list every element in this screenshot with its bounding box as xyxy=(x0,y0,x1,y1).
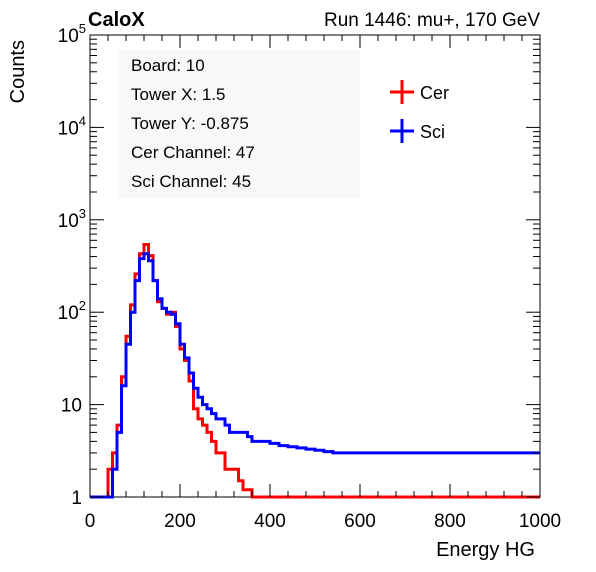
y-tick-label: 103 xyxy=(58,206,86,232)
y-axis-label: Counts xyxy=(7,40,29,103)
x-tick-label: 200 xyxy=(164,511,196,532)
x-tick-label: 600 xyxy=(344,511,376,532)
run-label: Run 1446: mu+, 170 GeV xyxy=(324,10,540,31)
legend: Cer Sci xyxy=(390,80,449,143)
info-line-tower-y: Tower Y: -0.875 xyxy=(131,114,249,133)
legend-cer-label: Cer xyxy=(420,83,449,103)
y-tick-label: 10 xyxy=(61,396,82,417)
info-line-cer-channel: Cer Channel: 47 xyxy=(131,143,255,162)
x-tick-label: 1000 xyxy=(519,511,561,532)
x-tick-label: 800 xyxy=(434,511,466,532)
x-tick-label: 400 xyxy=(254,511,286,532)
legend-sci-label: Sci xyxy=(420,122,445,142)
series-layer xyxy=(90,243,540,499)
y-tick-label: 104 xyxy=(58,113,86,139)
axis-layer: 0 200 400 600 800 1000 1 10 102 103 104 105 xyxy=(58,21,562,532)
y-tick-label: 1 xyxy=(71,488,82,509)
y-tick-label: 102 xyxy=(58,298,86,324)
legend-sci-marker xyxy=(390,119,414,143)
series-sci-line xyxy=(90,252,540,499)
info-box xyxy=(118,50,360,198)
brand-label: CaloX xyxy=(88,9,145,31)
y-tick-label: 105 xyxy=(58,21,86,47)
info-line-board: Board: 10 xyxy=(131,56,205,75)
info-line-sci-channel: Sci Channel: 45 xyxy=(131,172,251,191)
legend-cer-marker xyxy=(390,80,414,104)
info-line-tower-x: Tower X: 1.5 xyxy=(131,85,226,104)
x-axis-label: Energy HG xyxy=(436,539,535,561)
x-tick-label: 0 xyxy=(85,511,96,532)
